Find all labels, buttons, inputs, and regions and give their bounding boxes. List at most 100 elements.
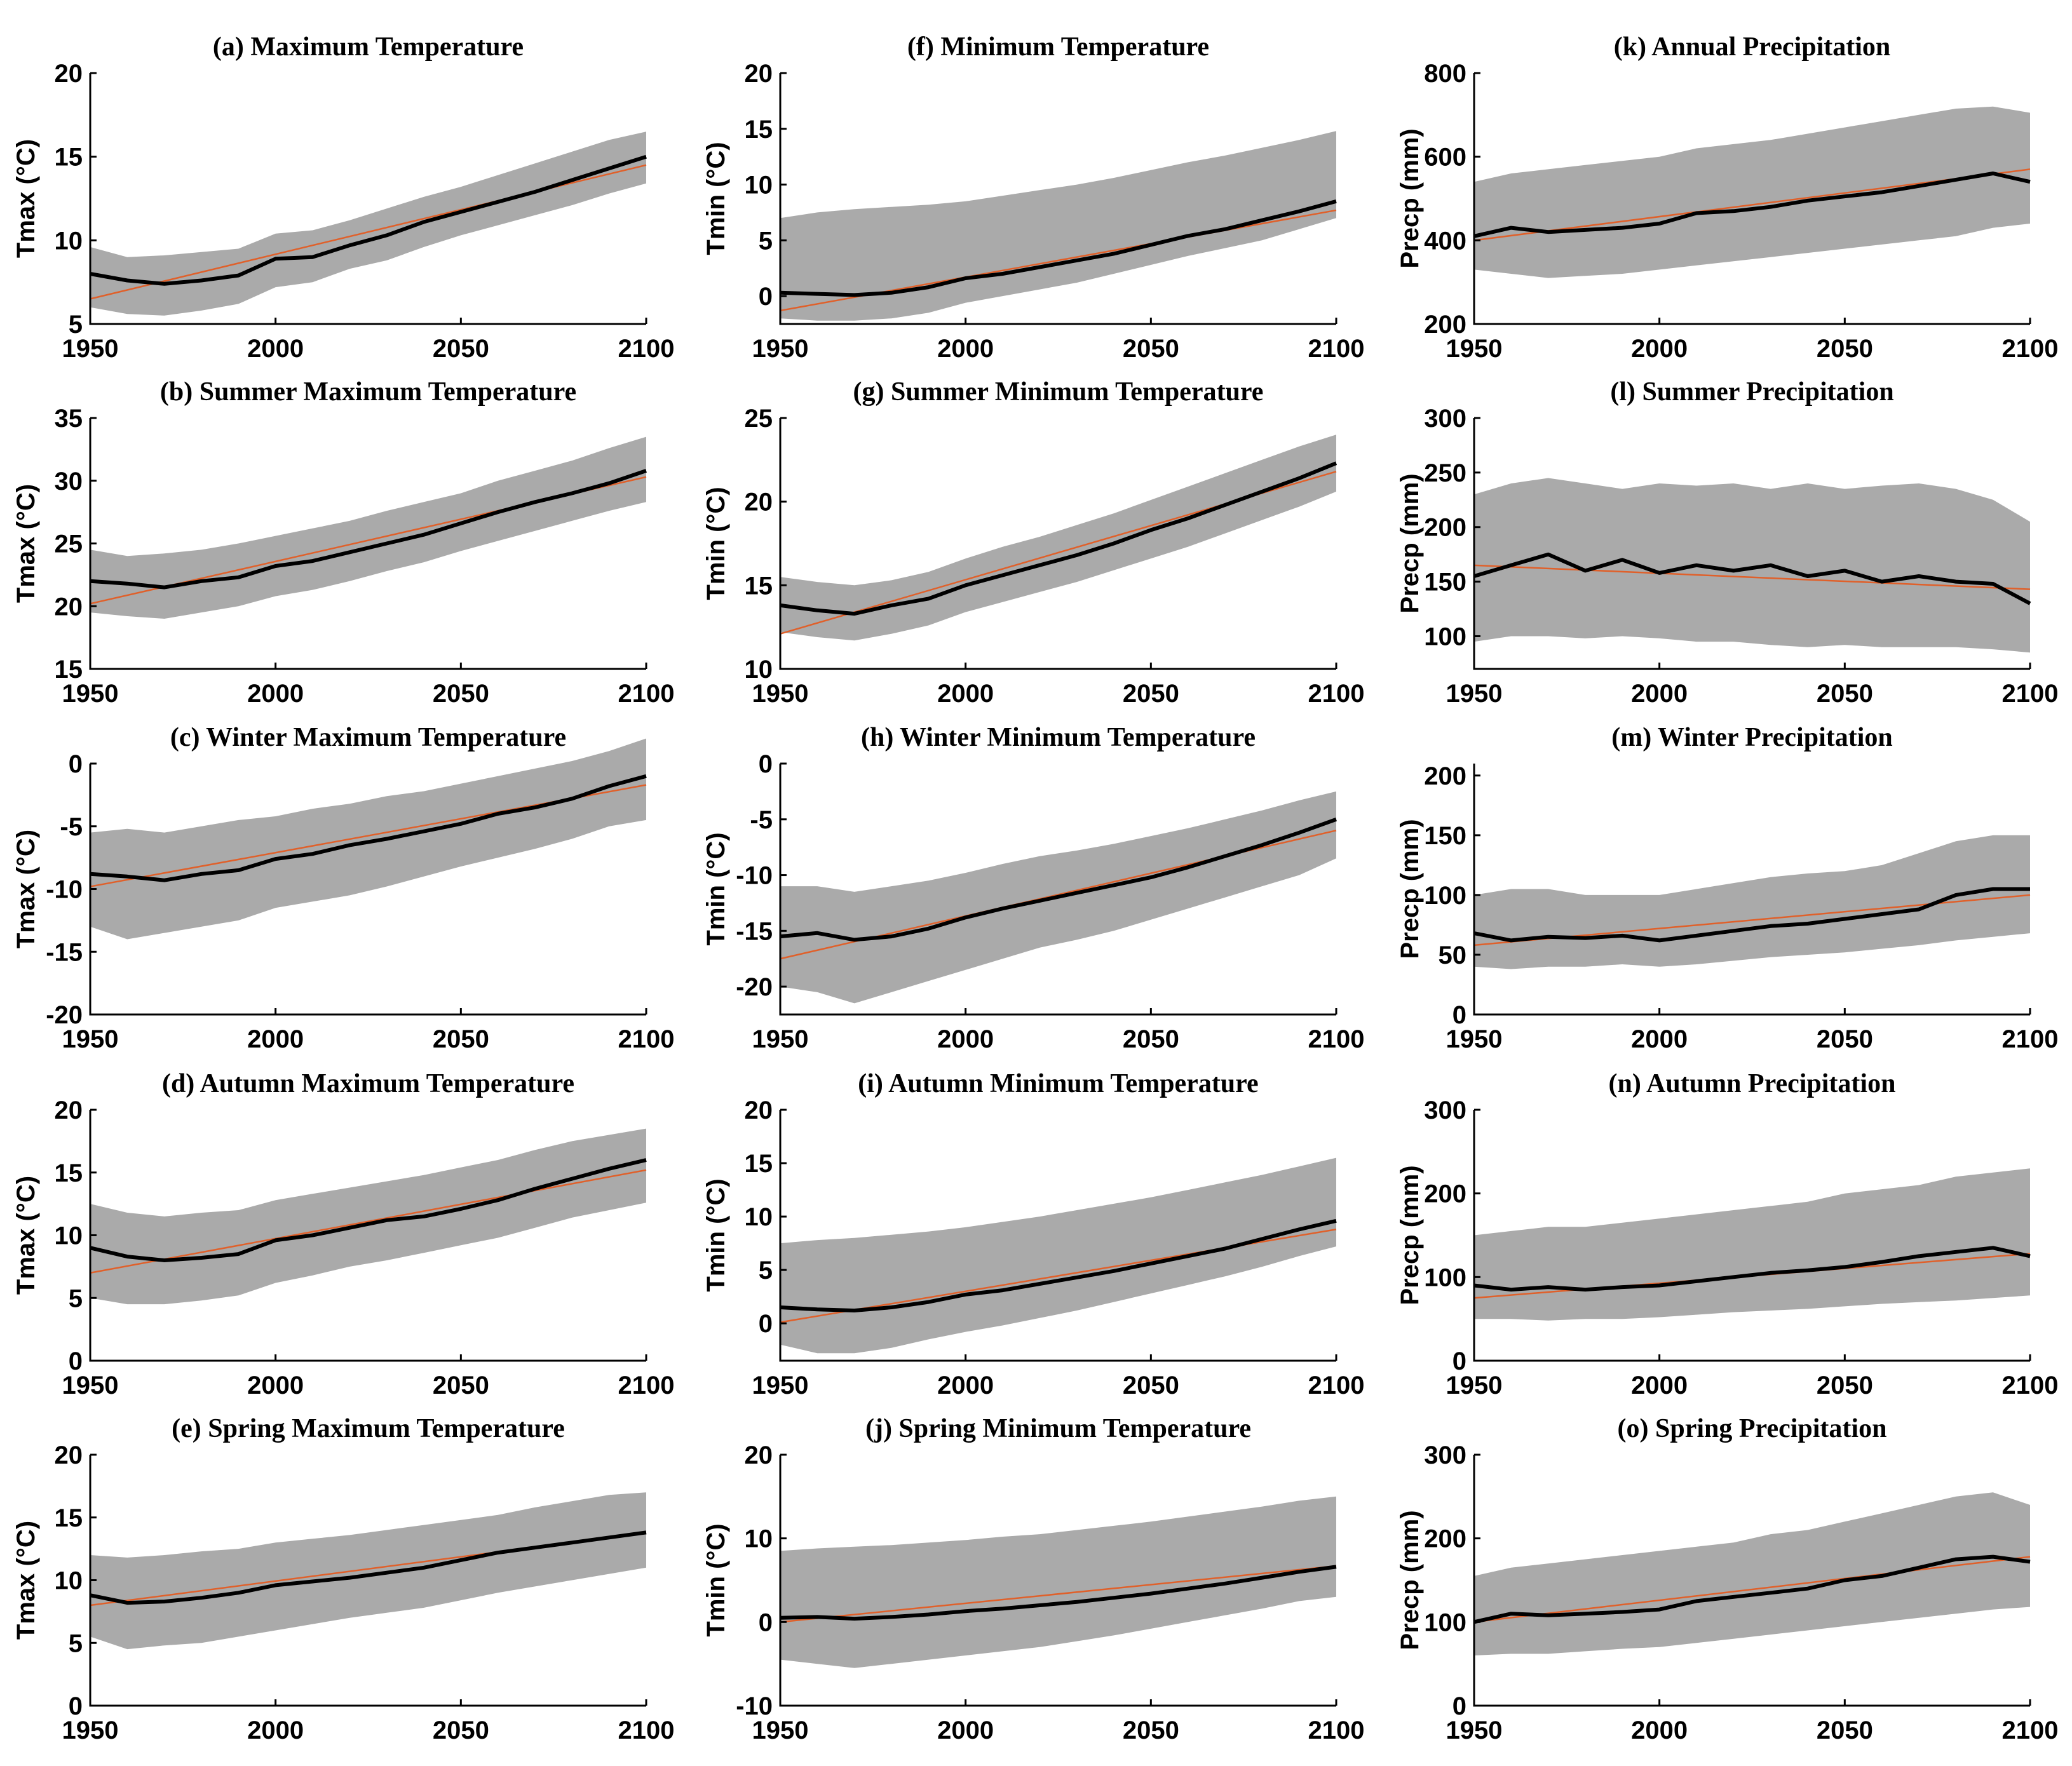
y-tick-label-i: 0 [759,1310,773,1338]
x-tick-label-m: 2100 [2002,1025,2059,1053]
panel-a: (a) Maximum Temperature 5 10 15 20 1950 2000 20… [12,32,674,363]
x-tick-label-f: 2050 [1123,335,1179,363]
x-tick-label-j: 2000 [937,1716,994,1744]
y-tick-label-l: 150 [1424,569,1466,597]
mean-line-h [780,817,1337,942]
uncertainty-band-j [780,1496,1336,1668]
uncertainty-band-a [90,131,646,316]
x-tick-label-b: 2000 [247,680,304,708]
x-tick-label-m: 1950 [1446,1025,1503,1053]
y-tick-label-l: 100 [1424,623,1466,650]
panel-e: (e) Spring Maximum Temperature 0 5 10 15 20 19… [12,1414,674,1744]
x-tick-label-n: 2000 [1631,1372,1688,1399]
panel-o: (o) Spring Precipitation 0 100 200 300 1950 20… [1396,1414,2058,1744]
panel-title-k: (k) Annual Precipitation [1614,32,1891,62]
x-tick-label-c: 2100 [618,1025,675,1053]
x-tick-label-h: 2050 [1123,1025,1179,1053]
panel-k: (k) Annual Precipitation 200 400 600 800 1950… [1396,32,2058,363]
y-axis-label-f: Tmin (°C) [702,142,730,255]
y-tick-label-k: 200 [1424,311,1466,339]
panel-i: (i) Autumn Minimum Temperature 0 5 10 15 20 19… [702,1069,1364,1399]
mean-line-d [90,1158,647,1262]
x-tick-label-m: 2050 [1817,1025,1873,1053]
y-axis-label-o: Precp (mm) [1396,1510,1424,1650]
y-tick-label-i: 20 [745,1096,773,1124]
mean-line-n [1473,1246,2031,1292]
panel-n: (n) Autumn Precipitation 0 100 200 300 1950 20… [1396,1069,2058,1399]
y-tick-label-e: 20 [55,1441,83,1469]
y-tick-label-m: 0 [1452,1001,1466,1029]
y-axis-label-k: Precp (mm) [1396,128,1424,268]
panel-h: (h) Winter Minimum Temperature -20 -15 -10 -… [702,723,1364,1053]
y-tick-label-b: 20 [55,593,83,621]
y-axis-label-i: Tmin (°C) [702,1178,730,1291]
y-tick-label-b: 35 [55,405,83,433]
x-tick-label-a: 2000 [247,335,304,363]
x-tick-label-b: 1950 [62,680,119,708]
x-tick-label-o: 2050 [1817,1716,1873,1744]
mean-line-a [90,154,647,286]
y-axis-label-b: Tmax (°C) [12,484,40,603]
uncertainty-band-n [1474,1168,2030,1321]
panel-c: (c) Winter Maximum Temperature -20 -15 -10 -… [12,723,674,1053]
x-tick-label-d: 2100 [618,1372,675,1399]
x-tick-label-i: 2000 [937,1372,994,1399]
x-tick-label-b: 2100 [618,680,675,708]
x-tick-label-k: 1950 [1446,335,1503,363]
x-tick-label-o: 2100 [2002,1716,2059,1744]
mean-line-o [1473,1554,2031,1624]
uncertainty-band-e [90,1492,646,1650]
panel-d: (d) Autumn Maximum Temperature 0 5 10 15 20 19… [12,1069,674,1399]
x-tick-label-m: 2000 [1631,1025,1688,1053]
y-tick-label-d: 5 [69,1284,83,1312]
x-tick-label-e: 1950 [62,1716,119,1744]
mean-line-i [780,1218,1337,1312]
x-tick-label-e: 2000 [247,1716,304,1744]
x-tick-label-f: 2100 [1308,335,1365,363]
panel-title-a: (a) Maximum Temperature [213,32,524,62]
trend-line-d [90,1169,647,1274]
panel-title-c: (c) Winter Maximum Temperature [170,723,566,752]
uncertainty-band-d [90,1128,646,1305]
y-tick-label-n: 200 [1424,1180,1466,1208]
panel-l: (l) Summer Precipitation 100 150 200 250 300 1… [1396,377,2058,708]
y-tick-label-n: 100 [1424,1264,1466,1291]
y-axis-label-a: Tmax (°C) [12,139,40,258]
panel-title-f: (f) Minimum Temperature [907,32,1209,62]
panel-title-b: (b) Summer Maximum Temperature [160,377,576,407]
x-tick-label-j: 2100 [1308,1716,1365,1744]
y-tick-label-a: 10 [55,227,83,255]
y-tick-label-o: 100 [1424,1608,1466,1636]
x-tick-label-d: 2000 [247,1372,304,1399]
x-tick-label-i: 2100 [1308,1372,1365,1399]
y-tick-label-h: -15 [736,917,773,945]
x-tick-label-e: 2050 [433,1716,489,1744]
panel-j: (j) Spring Minimum Temperature -10 0 10 20 19… [702,1414,1364,1744]
x-tick-label-h: 2000 [937,1025,994,1053]
y-axis-label-n: Precp (mm) [1396,1165,1424,1305]
y-tick-label-j: 20 [745,1441,773,1469]
mean-line-f [780,199,1337,297]
mean-line-c [90,774,647,882]
panel-b: (b) Summer Maximum Temperature 15 20 25 30 35… [12,377,674,708]
panel-title-i: (i) Autumn Minimum Temperature [858,1069,1258,1098]
trend-line-a [90,164,647,300]
x-tick-label-i: 2050 [1123,1372,1179,1399]
x-tick-label-i: 1950 [752,1372,809,1399]
uncertainty-band-f [780,131,1336,321]
y-tick-label-b: 30 [55,468,83,495]
uncertainty-band-b [90,436,646,619]
x-tick-label-b: 2050 [433,680,489,708]
x-tick-label-n: 1950 [1446,1372,1503,1399]
y-tick-label-g: 25 [745,405,773,433]
x-tick-label-d: 2050 [433,1372,489,1399]
uncertainty-band-k [1474,106,2030,278]
y-tick-label-m: 200 [1424,762,1466,790]
x-tick-label-k: 2100 [2002,335,2059,363]
uncertainty-band-c [90,738,646,940]
y-tick-label-b: 25 [55,530,83,558]
y-tick-label-l: 200 [1424,514,1466,542]
x-tick-label-a: 2100 [618,335,675,363]
y-axis-label-m: Precp (mm) [1396,819,1424,959]
y-tick-label-e: 15 [55,1504,83,1532]
